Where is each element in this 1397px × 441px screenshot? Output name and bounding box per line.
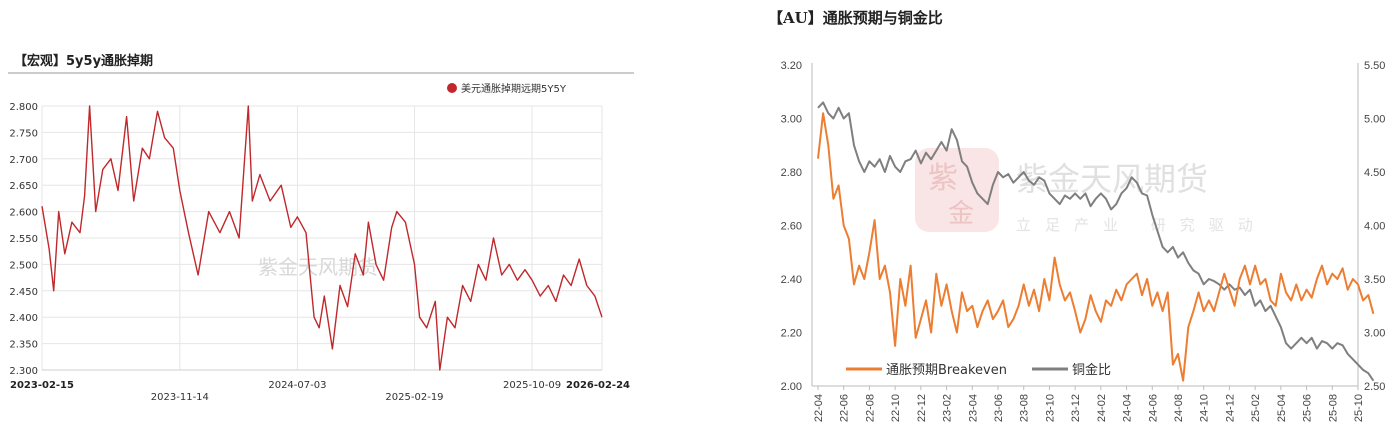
left-series-line <box>41 105 603 371</box>
right-x-tick-label: 23-06 <box>993 394 1005 422</box>
left-y-tick-label: 2.500 <box>9 260 38 271</box>
left-y-tick-label: 2.700 <box>9 155 38 166</box>
right-watermark-logo-top: 紫 <box>928 161 958 196</box>
right-x-tick-label: 25-02 <box>1250 394 1262 422</box>
right-watermark-logo-bottom: 金 <box>948 199 974 229</box>
left-series-group <box>41 105 603 371</box>
right-x-tick-label: 25-10 <box>1353 394 1365 422</box>
right-series-copper-gold-line <box>817 101 1375 382</box>
right-x-tick-label: 22-08 <box>864 394 876 422</box>
right-x-tick-label: 25-06 <box>1302 394 1314 422</box>
left-y-tick-label: 2.400 <box>9 313 38 324</box>
left-x-ticks: 2023-02-15 2023-11-14 2024-07-03 2025-02-19… <box>10 380 630 403</box>
right-watermark: 紫 金 紫金天风期货 立足产业 研究驱动 <box>915 148 1267 234</box>
right-x-tick-label: 24-08 <box>1173 394 1185 422</box>
right-left-y-tick-label: 2.80 <box>781 167 802 179</box>
right-right-y-tick-label: 2.50 <box>1364 381 1385 393</box>
right-x-tick-label: 25-04 <box>1276 394 1288 422</box>
right-x-tick-label: 23-04 <box>967 394 979 422</box>
right-chart-title: 【AU】通胀预期与铜金比 <box>768 9 943 27</box>
right-x-ticks: 22-04 22-06 22-08 22-10 22-12 23-02 23-04 23-06… <box>813 386 1365 422</box>
left-legend[interactable]: 美元通胀掉期远期5Y5Y <box>447 82 567 95</box>
left-y-tick-label: 2.550 <box>9 234 38 245</box>
left-x-tick-label: 2023-11-14 <box>151 392 209 403</box>
left-chart-svg: 紫金天风期货 2.800 2.750 2.700 2.650 2.600 2.550 2.5… <box>8 72 634 403</box>
right-left-y-tick-label: 2.40 <box>781 274 802 286</box>
right-x-tick-label: 24-10 <box>1199 394 1211 422</box>
right-watermark-sub: 立足产业 研究驱动 <box>1016 216 1267 234</box>
left-y-tick-label: 2.650 <box>9 181 38 192</box>
right-x-tick-label: 25-08 <box>1327 394 1339 422</box>
right-left-y-ticks: 3.20 3.00 2.80 2.60 2.40 2.20 2.00 <box>781 60 802 393</box>
right-right-y-tick-label: 4.50 <box>1364 167 1385 179</box>
left-gridlines <box>41 105 603 371</box>
left-y-tick-label: 2.750 <box>9 128 38 139</box>
right-legend[interactable]: 通胀预期Breakeven 铜金比 <box>846 362 1111 378</box>
right-right-y-tick-label: 3.00 <box>1364 328 1385 340</box>
right-x-tick-label: 22-04 <box>813 394 825 422</box>
right-x-tick-label: 23-08 <box>1019 394 1031 422</box>
left-x-tick-label: 2023-02-15 <box>10 380 74 391</box>
right-legend-label-copper-gold: 铜金比 <box>1072 362 1111 378</box>
right-x-tick-label: 22-12 <box>916 394 928 422</box>
left-chart-panel: 【宏观】5y5y通胀掉期 紫金天风期货 2.800 2.750 2.700 2.650… <box>0 0 650 441</box>
right-legend-label-breakeven: 通胀预期Breakeven <box>886 363 1007 378</box>
right-watermark-main: 紫金天风期货 <box>1016 160 1208 198</box>
right-x-tick-label: 23-02 <box>942 394 954 422</box>
right-left-y-tick-label: 2.00 <box>781 381 802 393</box>
right-x-tick-label: 23-10 <box>1044 394 1056 422</box>
right-x-tick-label: 24-06 <box>1147 394 1159 422</box>
right-x-tick-label: 24-12 <box>1224 394 1236 422</box>
right-chart-svg: 紫 金 紫金天风期货 立足产业 研究驱动 3.20 3.00 2.80 2.60 2.4… <box>781 60 1386 422</box>
right-left-y-tick-label: 3.20 <box>781 60 802 72</box>
left-y-tick-label: 2.350 <box>9 340 38 351</box>
right-right-y-ticks: 5.50 5.00 4.50 4.00 3.50 3.00 2.50 <box>1364 60 1385 393</box>
right-x-tick-label: 22-06 <box>839 394 851 422</box>
right-series-group <box>817 101 1375 382</box>
left-legend-label: 美元通胀掉期远期5Y5Y <box>461 82 567 95</box>
left-chart-title: 【宏观】5y5y通胀掉期 <box>14 54 154 69</box>
right-right-y-tick-label: 5.50 <box>1364 60 1385 72</box>
right-chart-panel: 【AU】通胀预期与铜金比 紫 金 紫金天风期货 立足产业 研究驱动 3.20 3.… <box>760 0 1397 441</box>
right-left-y-tick-label: 2.20 <box>781 328 802 340</box>
left-y-tick-label: 2.300 <box>9 366 38 377</box>
left-y-tick-label: 2.450 <box>9 287 38 298</box>
right-x-tick-label: 23-12 <box>1070 394 1082 422</box>
right-x-tick-label: 24-02 <box>1096 394 1108 422</box>
right-x-tick-label: 22-10 <box>890 394 902 422</box>
left-y-tick-label: 2.800 <box>9 102 38 113</box>
left-x-tick-label: 2025-02-19 <box>385 392 443 403</box>
left-x-tick-label: 2025-10-09 <box>503 380 561 391</box>
right-right-y-tick-label: 4.00 <box>1364 221 1385 233</box>
right-series-breakeven-line <box>817 112 1375 382</box>
right-left-y-tick-label: 2.60 <box>781 221 802 233</box>
right-x-tick-label: 24-04 <box>1122 394 1134 422</box>
right-right-y-tick-label: 5.00 <box>1364 114 1385 126</box>
left-y-tick-label: 2.600 <box>9 208 38 219</box>
left-x-tick-label: 2026-02-24 <box>566 380 630 391</box>
right-left-y-tick-label: 3.00 <box>781 114 802 126</box>
left-x-tick-label: 2024-07-03 <box>268 380 326 391</box>
right-right-y-tick-label: 3.50 <box>1364 274 1385 286</box>
left-watermark: 紫金天风期货 <box>258 255 378 279</box>
left-legend-marker <box>447 83 457 93</box>
right-watermark-logo-box <box>915 148 999 232</box>
left-y-ticks: 2.800 2.750 2.700 2.650 2.600 2.550 2.500 2.450… <box>9 102 38 377</box>
